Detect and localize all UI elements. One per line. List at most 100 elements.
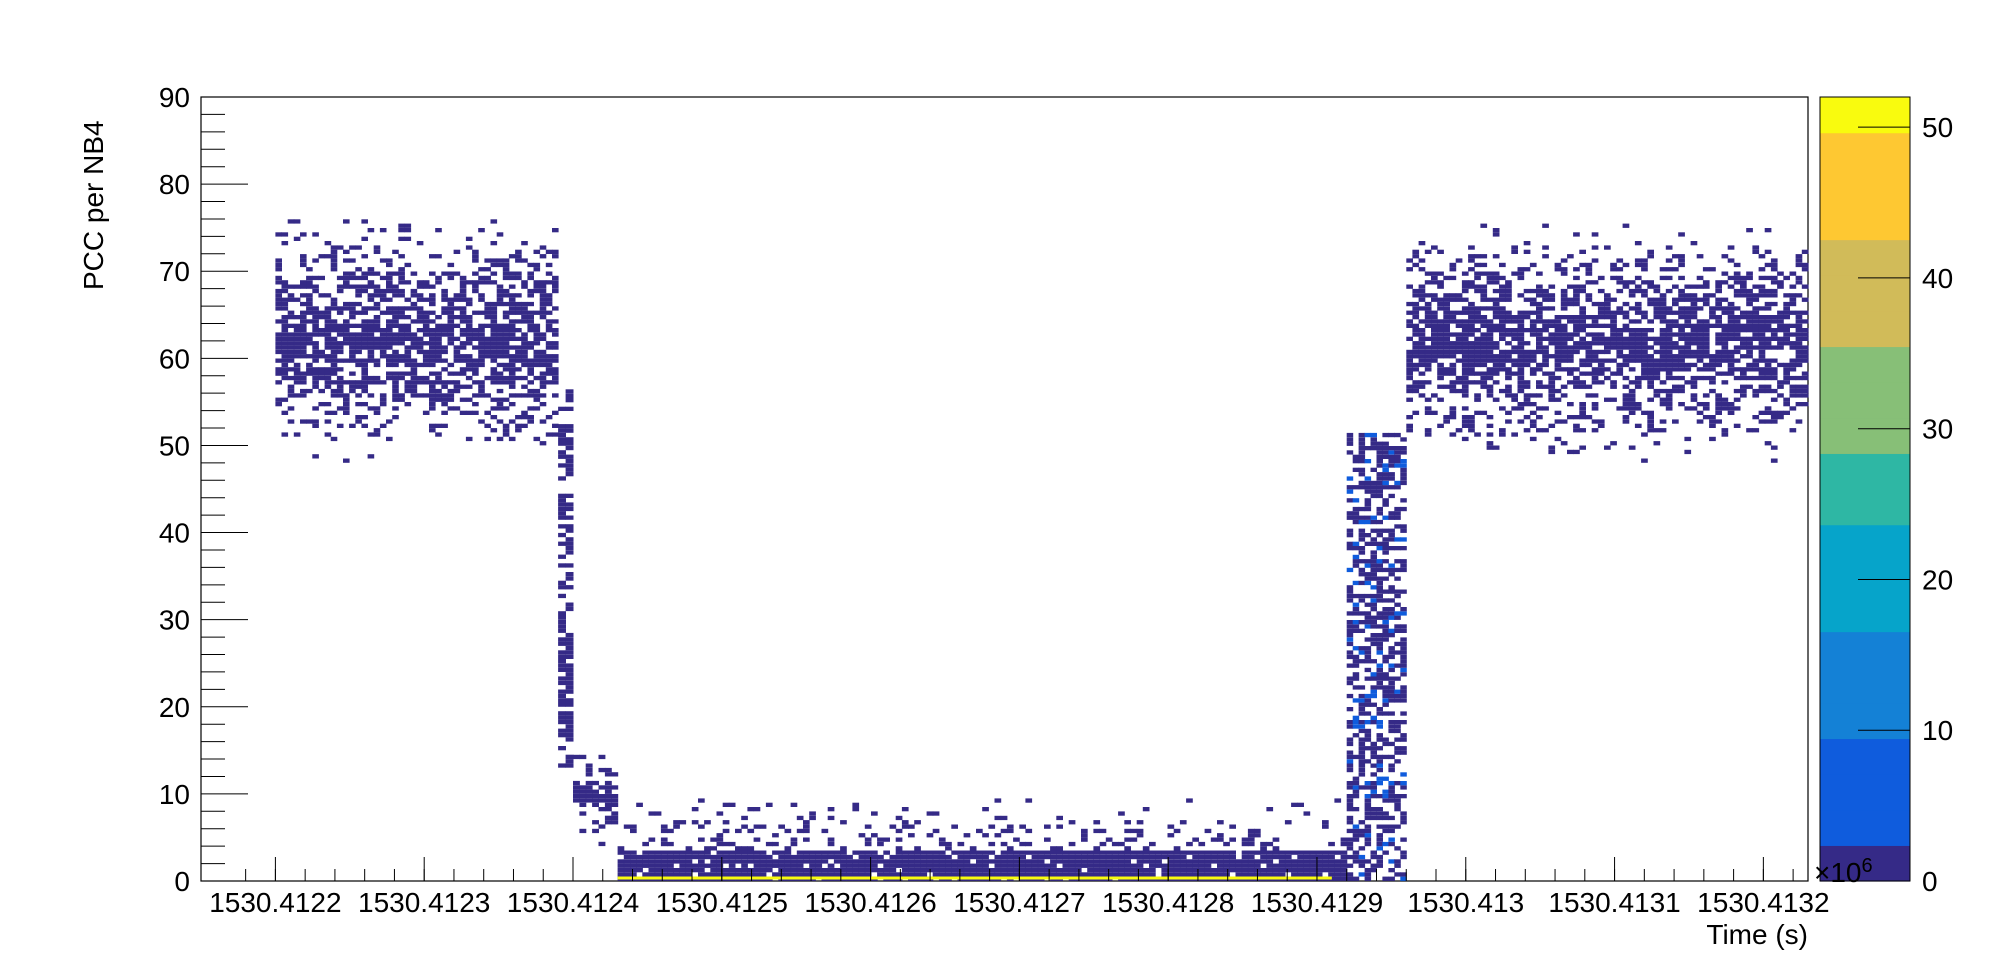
heatmap-cell — [312, 419, 319, 424]
heatmap-cell — [1241, 872, 1249, 877]
heatmap-cell — [527, 301, 534, 307]
heatmap-cell — [293, 341, 301, 346]
heatmap-cell — [429, 301, 436, 307]
heatmap-cell — [558, 728, 566, 733]
heatmap-cell — [1388, 650, 1395, 655]
heatmap-cell — [1740, 288, 1747, 294]
heatmap-cell — [410, 293, 418, 298]
heatmap-cell — [1376, 598, 1383, 603]
heatmap-cell — [343, 301, 350, 307]
heatmap-cell — [1087, 850, 1094, 855]
heatmap-cell — [1013, 859, 1020, 864]
heatmap-cell — [1388, 432, 1395, 438]
heatmap-cell — [1105, 850, 1113, 855]
heatmap-cell — [558, 667, 566, 672]
heatmap-cell — [435, 423, 442, 428]
heatmap-cell — [1394, 446, 1401, 451]
heatmap-cell — [1179, 820, 1187, 825]
heatmap-cell — [1031, 872, 1039, 877]
heatmap-cell — [827, 850, 835, 855]
heatmap-cell — [1678, 258, 1685, 263]
heatmap-cell — [1746, 341, 1753, 346]
heatmap-cell — [1536, 393, 1543, 398]
heatmap-cell — [1740, 323, 1747, 328]
heatmap-cell — [976, 859, 983, 864]
heatmap-cell — [1346, 737, 1354, 742]
heatmap-cell — [1118, 868, 1125, 873]
heatmap-cell — [1358, 750, 1366, 755]
heatmap-cell — [1746, 275, 1753, 281]
heatmap-cell — [1653, 362, 1661, 368]
heatmap-cell — [1597, 288, 1605, 294]
heatmap-cell — [969, 854, 977, 860]
heatmap-cell — [1653, 349, 1661, 355]
heatmap-cell — [741, 824, 748, 829]
heatmap-cell — [478, 341, 485, 346]
heatmap-cell — [1480, 306, 1488, 311]
heatmap-cell — [565, 428, 574, 433]
heatmap-cell — [1523, 241, 1531, 246]
heatmap-cell — [1746, 293, 1753, 298]
heatmap-cell — [1358, 454, 1366, 459]
heatmap-cell — [1634, 241, 1642, 246]
heatmap-cell — [1412, 341, 1420, 346]
heatmap-cell — [429, 423, 436, 428]
heatmap-cell — [623, 863, 631, 868]
heatmap-cell — [343, 275, 350, 281]
heatmap-cell — [1364, 646, 1372, 651]
heatmap-cell — [1412, 306, 1420, 311]
heatmap-cell — [1740, 375, 1747, 381]
heatmap-cell — [1025, 850, 1033, 855]
heatmap-cell — [293, 349, 301, 355]
heatmap-cell — [1382, 798, 1389, 803]
heatmap-cell — [1548, 445, 1556, 450]
heatmap-cell — [1567, 301, 1574, 307]
colorbar-segment — [1820, 845, 1910, 882]
heatmap-cell — [660, 859, 668, 864]
heatmap-cell — [778, 859, 785, 864]
heatmap-cell — [1740, 315, 1747, 320]
heatmap-cell — [312, 454, 319, 459]
heatmap-cell — [379, 288, 387, 294]
heatmap-cell — [502, 310, 510, 315]
heatmap-cell — [490, 341, 498, 346]
heatmap-cell — [1641, 328, 1648, 333]
heatmap-cell — [1400, 781, 1407, 786]
heatmap-cell — [1149, 872, 1156, 877]
heatmap-cell — [1382, 811, 1389, 816]
heatmap-cell — [1622, 310, 1630, 315]
heatmap-cell — [1461, 310, 1469, 315]
heatmap-cell — [496, 232, 504, 237]
heatmap-cell — [988, 841, 996, 847]
heatmap-cell — [1352, 785, 1360, 790]
heatmap-cell — [1628, 349, 1636, 355]
heatmap-cell — [1560, 332, 1568, 337]
heatmap-cell — [1684, 293, 1692, 298]
heatmap-cell — [392, 384, 399, 389]
heatmap-cell — [1437, 284, 1444, 289]
heatmap-cell — [1752, 249, 1760, 254]
heatmap-cell — [1634, 345, 1642, 350]
heatmap-cell — [1659, 354, 1667, 359]
heatmap-cell — [1204, 863, 1212, 868]
heatmap-cell — [1746, 319, 1753, 324]
heatmap-cell — [558, 580, 566, 585]
heatmap-cell — [318, 328, 325, 333]
heatmap-cell — [330, 410, 338, 415]
heatmap-cell — [490, 323, 498, 328]
heatmap-cell — [864, 837, 872, 842]
heatmap-cell — [565, 637, 574, 642]
heatmap-cell — [300, 419, 307, 424]
heatmap-cell — [565, 685, 574, 690]
heatmap-cell — [429, 406, 436, 411]
heatmap-cell — [1653, 375, 1661, 381]
heatmap-cell — [459, 293, 467, 298]
heatmap-cell — [1297, 850, 1304, 855]
heatmap-cell — [1573, 328, 1580, 333]
heatmap-cell — [1560, 315, 1568, 320]
heatmap-cell — [1468, 415, 1475, 420]
heatmap-cell — [1499, 367, 1506, 372]
heatmap-cell — [565, 763, 574, 768]
heatmap-cell — [447, 336, 455, 341]
heatmap-cell — [1659, 315, 1667, 320]
